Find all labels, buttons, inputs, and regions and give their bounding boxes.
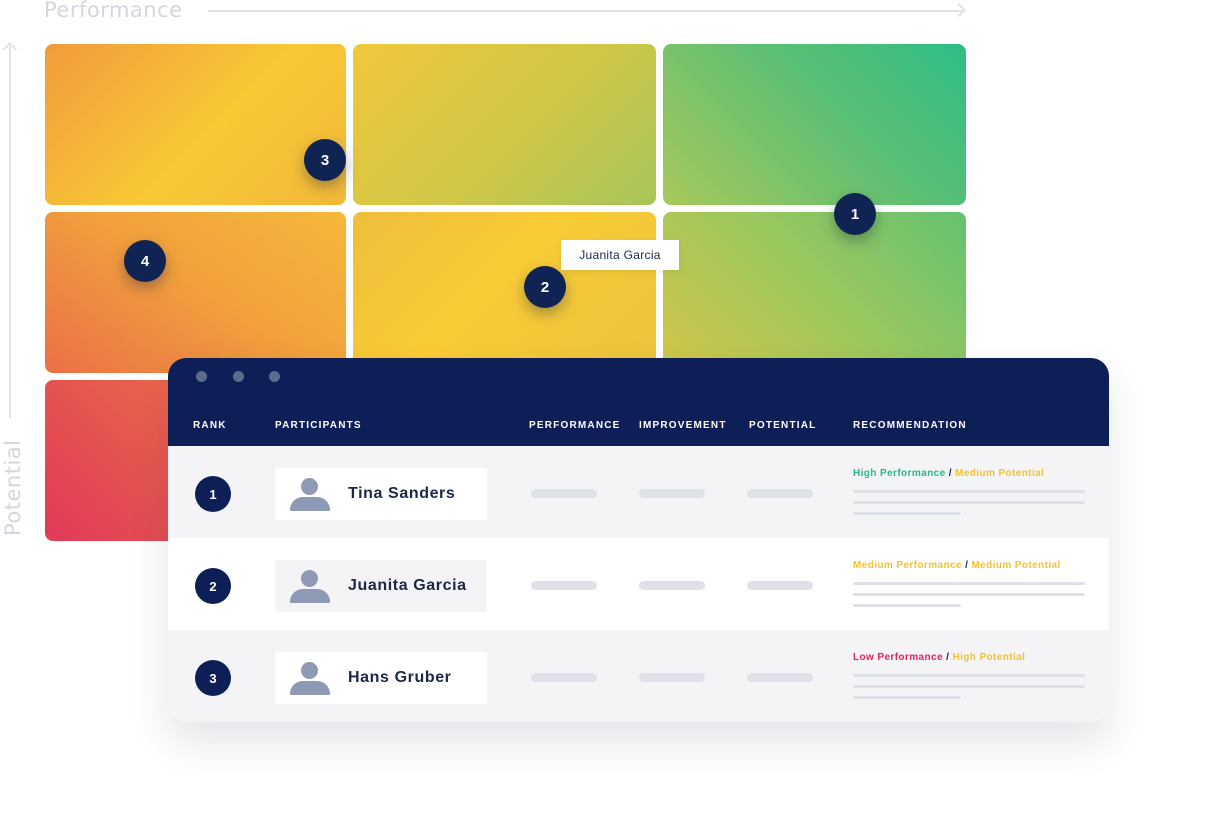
performance-axis-line	[208, 10, 964, 12]
grid-marker[interactable]: 4	[124, 240, 166, 282]
recommendation-separator: /	[942, 652, 953, 663]
table-row[interactable]: 3 Hans Gruber Low Performance / High Pot…	[168, 630, 1109, 722]
rank-badge: 1	[195, 476, 231, 512]
window-dot	[269, 371, 280, 382]
text-placeholder-line	[853, 490, 1085, 493]
recommendation-text: Low Performance / High Potential	[853, 652, 1025, 663]
performance-placeholder	[531, 581, 597, 590]
improvement-placeholder	[639, 489, 705, 498]
participant-name: Hans Gruber	[348, 669, 452, 686]
recommendation-separator: /	[945, 468, 956, 479]
rank-badge: 2	[195, 568, 231, 604]
text-placeholder-line	[853, 593, 1085, 596]
table-header: RANK PARTICIPANTS PERFORMANCE IMPROVEMEN…	[168, 358, 1109, 446]
grid-cell-top-left[interactable]	[45, 44, 346, 205]
potential-axis-line	[9, 46, 11, 418]
avatar-icon	[289, 478, 331, 512]
recommendation-text: Medium Performance / Medium Potential	[853, 560, 1061, 571]
potential-axis-label: Potential	[1, 439, 25, 537]
grid-marker[interactable]: 3	[304, 139, 346, 181]
grid-cell-middle-right[interactable]	[663, 212, 966, 373]
grid-marker[interactable]: 1	[834, 193, 876, 235]
column-header-rank[interactable]: RANK	[193, 420, 227, 431]
recommendation-separator: /	[961, 560, 972, 571]
grid-cell-top-middle[interactable]	[353, 44, 656, 205]
text-placeholder-line	[853, 512, 961, 515]
performance-axis-label: Performance	[44, 0, 183, 22]
table-row[interactable]: 1 Tina Sanders High Performance / Medium…	[168, 446, 1109, 538]
avatar-icon	[289, 662, 331, 696]
avatar-icon	[289, 570, 331, 604]
potential-placeholder	[747, 489, 813, 498]
participant-card[interactable]: Tina Sanders	[275, 468, 487, 520]
column-header-participants[interactable]: PARTICIPANTS	[275, 420, 362, 431]
text-placeholder-line	[853, 674, 1085, 677]
text-placeholder-line	[853, 696, 961, 699]
column-header-improvement[interactable]: IMPROVEMENT	[639, 420, 727, 431]
potential-placeholder	[747, 673, 813, 682]
text-placeholder-line	[853, 582, 1085, 585]
text-placeholder-line	[853, 685, 1085, 688]
text-placeholder-line	[853, 604, 961, 607]
recommendation-performance: Medium Performance	[853, 560, 962, 571]
rank-badge: 3	[195, 660, 231, 696]
participant-card[interactable]: Juanita Garcia	[275, 560, 487, 612]
performance-placeholder	[531, 489, 597, 498]
recommendation-potential: High Potential	[952, 652, 1026, 663]
grid-cell-center[interactable]	[353, 212, 656, 373]
improvement-placeholder	[639, 673, 705, 682]
performance-placeholder	[531, 673, 597, 682]
grid-marker[interactable]: 2	[524, 266, 566, 308]
recommendation-potential: Medium Potential	[955, 468, 1045, 479]
improvement-placeholder	[639, 581, 705, 590]
recommendation-performance: Low Performance	[853, 652, 943, 663]
ranking-table-window: RANK PARTICIPANTS PERFORMANCE IMPROVEMEN…	[168, 358, 1109, 722]
recommendation-performance: High Performance	[853, 468, 946, 479]
potential-placeholder	[747, 581, 813, 590]
window-dot	[233, 371, 244, 382]
arrow-up-icon	[2, 41, 18, 57]
grid-cell-middle-left[interactable]	[45, 212, 346, 373]
column-header-potential[interactable]: POTENTIAL	[749, 420, 817, 431]
grid-cell-top-right[interactable]	[663, 44, 966, 205]
table-row[interactable]: 2 Juanita Garcia Medium Performance / Me…	[168, 538, 1109, 630]
participant-name: Tina Sanders	[348, 485, 456, 502]
recommendation-text: High Performance / Medium Potential	[853, 468, 1044, 479]
window-dot	[196, 371, 207, 382]
column-header-performance[interactable]: PERFORMANCE	[529, 420, 621, 431]
marker-tooltip: Juanita Garcia	[561, 240, 679, 270]
recommendation-potential: Medium Potential	[971, 560, 1061, 571]
arrow-right-icon	[951, 2, 967, 18]
participant-name: Juanita Garcia	[348, 577, 467, 594]
text-placeholder-line	[853, 501, 1085, 504]
column-header-recommendation[interactable]: RECOMMENDATION	[853, 420, 967, 431]
participant-card[interactable]: Hans Gruber	[275, 652, 487, 704]
